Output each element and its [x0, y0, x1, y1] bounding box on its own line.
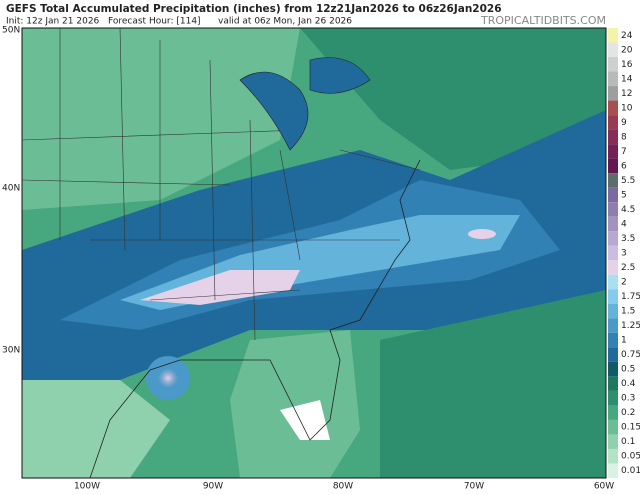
legend-swatch [608, 216, 618, 232]
init: Init: 12z Jan 21 2026 [6, 17, 100, 27]
lat-label: 40N [2, 184, 20, 194]
legend-swatch [608, 463, 618, 478]
legend-swatch [608, 318, 618, 333]
legend-swatch [608, 376, 618, 391]
legend-swatch [608, 57, 618, 72]
legend-label: 7 [621, 147, 627, 157]
legend-label: 4 [621, 219, 627, 229]
legend-swatch [608, 173, 618, 188]
legend-swatch [608, 86, 618, 101]
legend-label: 5.5 [621, 176, 635, 186]
legend-label: 1 [621, 336, 627, 346]
legend-label: 2 [621, 278, 627, 288]
legend-swatch [608, 303, 618, 319]
legend-label: 8 [621, 132, 627, 142]
legend-swatch [608, 202, 618, 217]
legend-label: 0.2 [621, 408, 635, 418]
legend-label: 14 [621, 74, 633, 84]
lat-label: 50N [2, 26, 20, 36]
legend-swatch [608, 42, 618, 58]
legend-label: 1.75 [621, 292, 640, 302]
legend-label: 24 [621, 31, 633, 41]
legend-label: 5 [621, 190, 627, 200]
legend-swatch [608, 115, 618, 130]
lon-label: 90W [203, 482, 223, 492]
site-watermark: TROPICALTIDBITS.COM [480, 14, 606, 27]
legend-label: 2.5 [621, 263, 635, 273]
legend-swatch [608, 347, 618, 362]
legend-label: 1.5 [621, 307, 635, 317]
legend-swatch [608, 71, 618, 87]
legend-label: 3.5 [621, 234, 635, 244]
valid-time: valid at 06z Mon, Jan 26 2026 [218, 17, 352, 27]
legend-swatch [608, 158, 618, 174]
legend-swatch [608, 187, 618, 203]
legend-label: 0.1 [621, 437, 635, 447]
legend-label: 3 [621, 249, 627, 259]
legend-swatch [608, 100, 618, 116]
lat-label: 30N [2, 346, 20, 356]
legend-label: 12 [621, 89, 632, 99]
legend-swatch [608, 260, 618, 275]
legend-label: 4.5 [621, 205, 635, 215]
legend-swatch [608, 448, 618, 464]
legend-swatch [608, 28, 618, 43]
legend-swatch [608, 231, 618, 246]
legend-swatch [608, 419, 618, 435]
legend-swatch [608, 390, 618, 406]
lon-label: 100W [74, 482, 100, 492]
legend-swatch [608, 289, 618, 304]
legend-swatch [608, 144, 618, 159]
legend-label: 0.01 [621, 466, 640, 476]
legend-swatch [608, 245, 618, 261]
lon-label: 80W [333, 482, 353, 492]
legend-label: 20 [621, 45, 633, 55]
legend-label: 9 [621, 118, 627, 128]
legend-label: 0.75 [621, 350, 640, 360]
legend-swatch [608, 332, 618, 348]
legend-label: 0.3 [621, 394, 635, 404]
legend-label: 0.4 [621, 379, 636, 389]
legend-swatch [608, 129, 618, 145]
legend-label: 0.5 [621, 365, 635, 375]
legend-swatch [608, 274, 618, 290]
lon-label: 70W [464, 482, 484, 492]
legend-label: 0.15 [621, 423, 640, 433]
title: GEFS Total Accumulated Precipitation (in… [6, 3, 502, 15]
lon-label: 60W [594, 482, 614, 492]
legend-label: 16 [621, 60, 633, 70]
legend-swatch [608, 434, 618, 449]
legend-label: 10 [621, 103, 633, 113]
legend-label: 1.25 [621, 321, 640, 331]
legend-swatch [608, 405, 618, 420]
legend-label: 0.05 [621, 452, 640, 462]
legend-label: 6 [621, 161, 627, 171]
map [21, 27, 607, 479]
forecast-hour: Forecast Hour: [114] [108, 17, 201, 27]
legend-swatch [608, 361, 618, 377]
